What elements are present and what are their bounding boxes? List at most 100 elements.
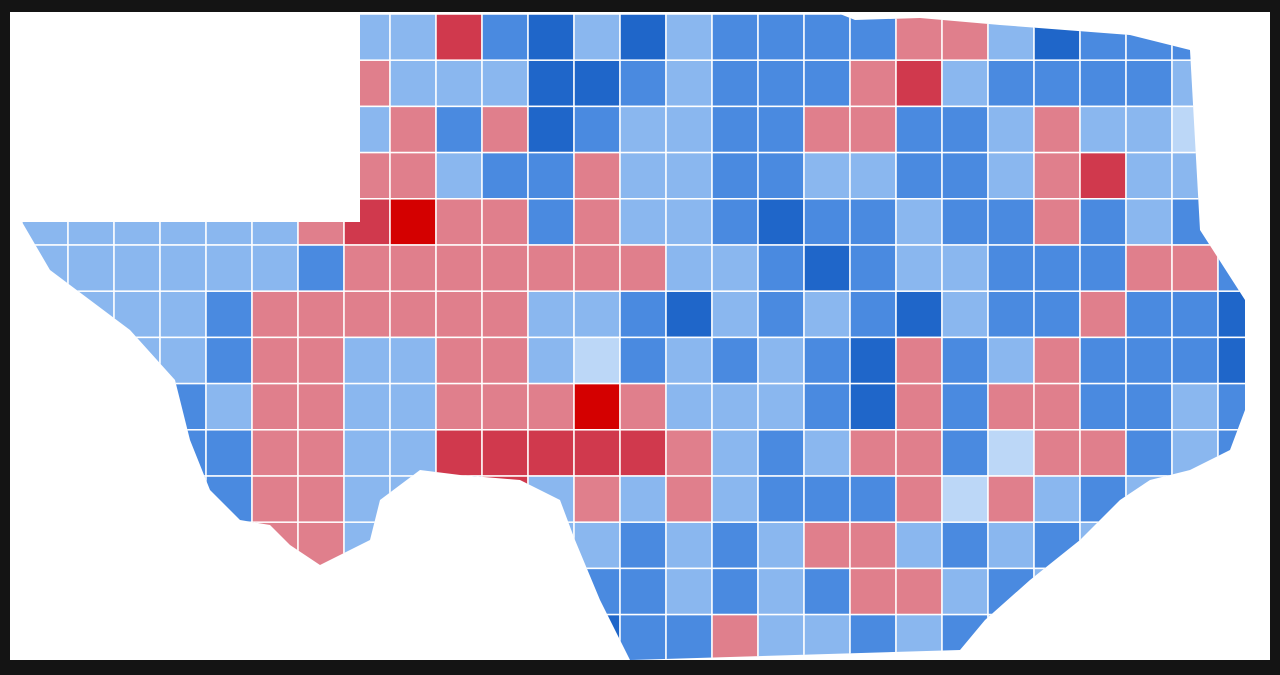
county	[941, 429, 989, 477]
county	[757, 336, 805, 385]
county	[619, 567, 667, 616]
county	[1033, 429, 1081, 477]
county	[1171, 290, 1219, 339]
county	[1033, 382, 1081, 431]
county	[481, 382, 529, 431]
county	[895, 336, 943, 385]
county	[803, 567, 851, 616]
county	[665, 429, 713, 477]
county	[941, 521, 989, 570]
county	[527, 244, 575, 292]
county	[803, 382, 851, 431]
county	[435, 14, 483, 61]
county	[251, 336, 299, 385]
county	[1079, 429, 1127, 477]
county	[113, 244, 161, 292]
county	[1033, 290, 1081, 339]
county	[1125, 198, 1173, 246]
county	[481, 105, 529, 154]
county	[389, 105, 437, 154]
county	[205, 290, 253, 339]
county	[573, 244, 621, 292]
county	[895, 429, 943, 477]
county	[389, 59, 437, 108]
county	[67, 244, 115, 292]
county	[481, 151, 529, 200]
county	[711, 244, 759, 292]
county	[573, 336, 621, 385]
county	[481, 290, 529, 339]
county	[941, 567, 989, 616]
county	[481, 198, 529, 246]
county	[435, 336, 483, 385]
county	[389, 14, 437, 61]
county	[757, 290, 805, 339]
county	[619, 105, 667, 154]
county	[159, 244, 207, 292]
county	[665, 14, 713, 61]
county	[1125, 382, 1173, 431]
county	[1033, 59, 1081, 108]
county	[803, 475, 851, 523]
county	[757, 244, 805, 292]
county	[481, 59, 529, 108]
county	[757, 198, 805, 246]
county	[665, 244, 713, 292]
county	[849, 336, 897, 385]
county	[527, 105, 575, 154]
county	[573, 59, 621, 108]
county	[619, 244, 667, 292]
county	[1079, 151, 1127, 200]
county	[619, 290, 667, 339]
county	[849, 151, 897, 200]
county	[481, 336, 529, 385]
county	[757, 14, 805, 61]
county	[711, 105, 759, 154]
county	[297, 336, 345, 385]
county	[803, 244, 851, 292]
county	[251, 429, 299, 477]
county	[1033, 336, 1081, 385]
county	[849, 59, 897, 108]
county	[895, 59, 943, 108]
county	[343, 290, 391, 339]
county	[895, 151, 943, 200]
county	[987, 151, 1035, 200]
county	[895, 475, 943, 523]
county	[1125, 336, 1173, 385]
county	[803, 429, 851, 477]
county	[849, 14, 897, 61]
county	[849, 290, 897, 339]
county	[435, 151, 483, 200]
county	[527, 336, 575, 385]
county	[803, 105, 851, 154]
county	[297, 429, 345, 477]
county	[849, 429, 897, 477]
county	[1079, 336, 1127, 385]
county	[205, 429, 253, 477]
county	[941, 382, 989, 431]
county	[573, 290, 621, 339]
county	[1079, 244, 1127, 292]
county	[159, 290, 207, 339]
county	[389, 290, 437, 339]
county	[849, 244, 897, 292]
county	[619, 151, 667, 200]
county	[1171, 244, 1219, 292]
county	[895, 567, 943, 616]
county	[757, 382, 805, 431]
county	[527, 151, 575, 200]
county	[803, 521, 851, 570]
county	[251, 382, 299, 431]
county	[1079, 105, 1127, 154]
county	[941, 151, 989, 200]
county	[619, 429, 667, 477]
county	[849, 521, 897, 570]
county	[803, 198, 851, 246]
county	[941, 105, 989, 154]
county	[343, 336, 391, 385]
county	[987, 336, 1035, 385]
county	[803, 14, 851, 61]
